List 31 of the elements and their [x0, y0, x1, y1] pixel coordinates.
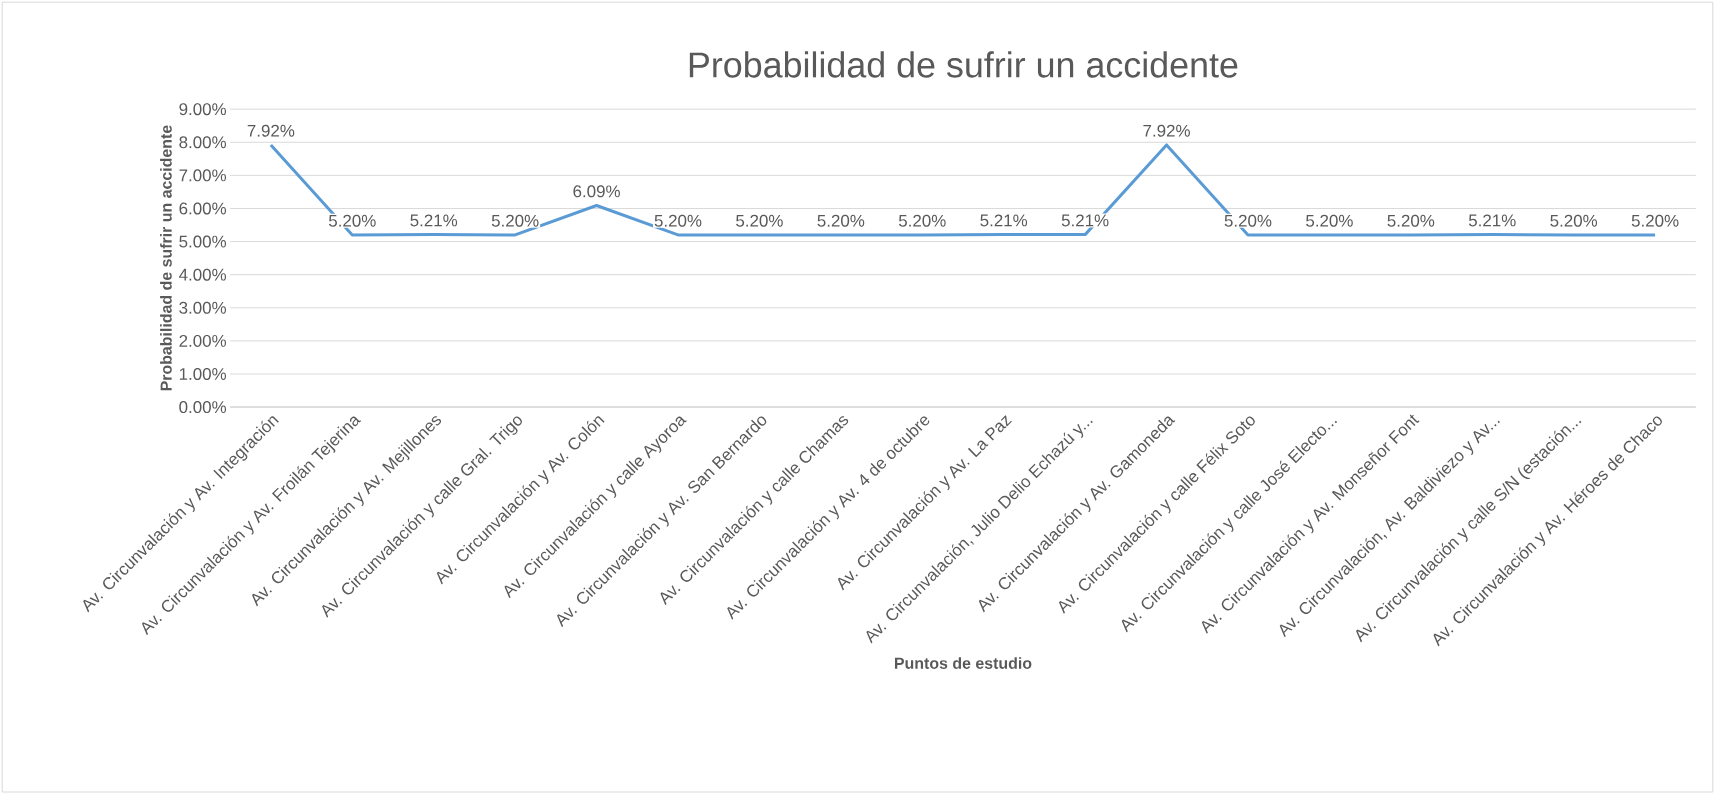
data-label: 5.20%: [1306, 214, 1353, 227]
data-label: 5.21%: [1468, 214, 1516, 227]
data-label: 5.20%: [491, 214, 539, 227]
y-tick-label: 2.00%: [179, 334, 227, 347]
data-label: 7.92%: [247, 124, 295, 137]
y-tick-label: 5.00%: [179, 235, 227, 248]
y-tick-label: 4.00%: [179, 268, 227, 281]
data-label: 5.20%: [1224, 214, 1272, 227]
y-tick-label: 9.00%: [179, 103, 227, 116]
y-tick-label: 6.00%: [179, 202, 227, 215]
data-label: 5.20%: [817, 214, 865, 227]
data-label: 5.20%: [898, 214, 946, 227]
y-tick-label: 3.00%: [179, 301, 227, 314]
y-tick-label: 1.00%: [179, 367, 227, 380]
data-label: 5.20%: [1387, 214, 1435, 227]
chart-title: Probabilidad de sufrir un accidente: [689, 51, 1238, 78]
y-tick-label: 0.00%: [179, 401, 227, 413]
y-tick-label: 7.00%: [179, 169, 227, 182]
data-label: 5.21%: [1061, 214, 1109, 227]
x-axis-title: Puntos de estudio: [894, 657, 1032, 669]
data-label: 5.20%: [736, 214, 783, 227]
data-label: 7.92%: [1143, 124, 1190, 137]
data-label: 5.20%: [1550, 214, 1598, 227]
data-label: 5.21%: [980, 214, 1028, 227]
data-label: 6.09%: [573, 185, 620, 198]
data-label: 5.20%: [328, 214, 376, 227]
data-label: 5.21%: [410, 214, 458, 227]
data-label: 5.20%: [1631, 214, 1679, 227]
y-tick-label: 8.00%: [179, 136, 227, 149]
data-label: 5.20%: [654, 214, 702, 227]
y-axis-title: Probabilidad de sufrir un accidente: [160, 125, 172, 391]
